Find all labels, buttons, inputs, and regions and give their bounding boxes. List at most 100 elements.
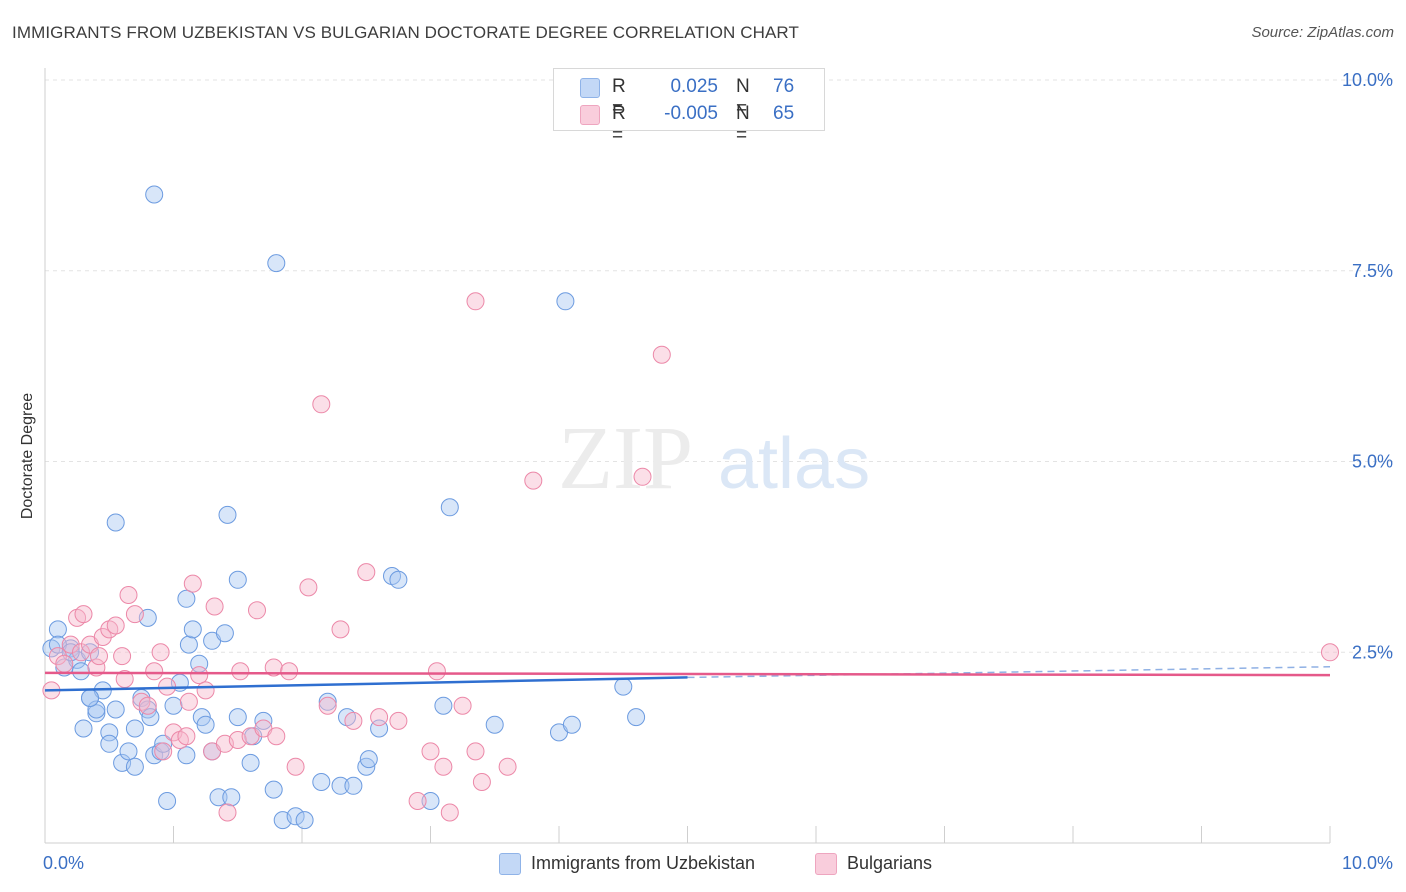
point-uzbekistan — [440, 498, 459, 517]
point-bulgarians — [652, 345, 671, 364]
point-uzbekistan — [286, 807, 305, 826]
point-bulgarians — [286, 757, 305, 776]
legend-n-value: 76 — [773, 76, 795, 97]
point-bulgarians — [48, 647, 67, 666]
point-bulgarians — [331, 620, 350, 639]
point-uzbekistan — [119, 742, 138, 761]
point-bulgarians — [280, 662, 299, 681]
point-bulgarians — [177, 727, 196, 746]
correlation-legend: R = 0.025 N = 76 R = -0.005 N = 65 — [553, 68, 825, 146]
x-tick-label: 10.0% — [1342, 853, 1393, 873]
point-bulgarians — [498, 757, 517, 776]
point-uzbekistan — [228, 708, 247, 727]
point-uzbekistan — [177, 746, 196, 765]
point-uzbekistan — [141, 708, 160, 727]
watermark-zip: ZIP — [558, 409, 693, 508]
point-uzbekistan — [125, 757, 144, 776]
point-bulgarians — [440, 803, 459, 822]
point-bulgarians — [248, 601, 266, 620]
point-uzbekistan — [627, 708, 646, 727]
point-uzbekistan — [264, 780, 283, 799]
point-bulgarians — [299, 578, 318, 597]
point-bulgarians — [125, 605, 144, 624]
point-uzbekistan — [357, 757, 376, 776]
legend-r-label: R = — [612, 76, 626, 119]
legend-n-label: N = — [736, 103, 750, 146]
point-bulgarians — [264, 658, 283, 677]
legend-r-label: R = — [612, 103, 626, 146]
point-bulgarians — [106, 616, 125, 635]
point-bulgarians — [231, 662, 250, 681]
legend-n-label: N = — [736, 76, 750, 119]
legend-swatch-pink — [580, 105, 600, 125]
point-bulgarians — [357, 563, 376, 582]
point-bulgarians — [434, 757, 453, 776]
point-bulgarians — [93, 628, 112, 646]
point-uzbekistan — [267, 254, 286, 273]
point-uzbekistan — [100, 734, 119, 753]
chart-title: IMMIGRANTS FROM UZBEKISTAN VS BULGARIAN … — [12, 23, 799, 42]
legend-swatch-pink — [815, 853, 837, 875]
point-bulgarians — [74, 605, 93, 624]
point-bulgarians — [113, 647, 132, 666]
point-uzbekistan — [562, 715, 581, 734]
point-bulgarians — [466, 742, 485, 761]
point-uzbekistan — [158, 792, 177, 810]
point-uzbekistan — [74, 719, 93, 738]
point-uzbekistan — [87, 700, 106, 719]
point-bulgarians — [421, 742, 440, 761]
point-bulgarians — [196, 681, 215, 700]
point-uzbekistan — [254, 711, 273, 730]
point-bulgarians — [154, 742, 173, 761]
point-bulgarians — [466, 292, 485, 311]
point-uzbekistan — [218, 505, 237, 524]
point-uzbekistan — [154, 734, 173, 753]
point-uzbekistan — [389, 570, 408, 589]
legend-label-bulgarians: Bulgarians — [847, 853, 933, 873]
point-uzbekistan — [125, 719, 144, 738]
point-uzbekistan — [344, 776, 363, 795]
y-tick-label: 7.5% — [1352, 261, 1393, 281]
point-bulgarians — [267, 727, 286, 746]
point-uzbekistan — [81, 689, 99, 707]
point-uzbekistan — [106, 513, 125, 532]
point-bulgarians — [138, 696, 157, 715]
point-uzbekistan — [177, 589, 196, 608]
point-uzbekistan — [179, 635, 198, 654]
y-tick-label: 2.5% — [1352, 642, 1393, 662]
point-bulgarians — [72, 643, 90, 662]
point-bulgarians — [318, 696, 337, 715]
point-uzbekistan — [228, 570, 247, 589]
point-uzbekistan — [485, 715, 504, 734]
legend-n-value: 65 — [773, 103, 795, 124]
point-uzbekistan — [164, 696, 183, 715]
point-uzbekistan — [434, 696, 453, 715]
point-bulgarians — [312, 395, 331, 414]
legend-swatch-blue — [499, 853, 521, 875]
point-uzbekistan — [87, 704, 106, 723]
point-uzbekistan — [556, 292, 575, 311]
point-bulgarians — [145, 662, 164, 681]
point-uzbekistan — [318, 692, 337, 711]
point-bulgarians — [151, 643, 170, 662]
point-uzbekistan — [421, 792, 440, 810]
point-bulgarians — [55, 654, 74, 673]
point-bulgarians — [183, 574, 202, 593]
source-label: Source: ZipAtlas.com — [1251, 24, 1394, 41]
trendline-bulgarians — [44, 671, 1331, 677]
point-bulgarians — [344, 711, 363, 730]
point-uzbekistan — [614, 677, 633, 696]
point-uzbekistan — [331, 776, 350, 795]
trendline-uzbekistan — [44, 676, 688, 692]
point-uzbekistan — [183, 620, 202, 639]
point-uzbekistan — [48, 620, 67, 639]
point-bulgarians — [408, 792, 427, 810]
point-uzbekistan — [209, 788, 228, 807]
point-uzbekistan — [215, 624, 234, 643]
point-uzbekistan — [106, 700, 125, 719]
y-tick-label: 10.0% — [1342, 70, 1393, 90]
point-bulgarians — [61, 635, 80, 654]
point-bulgarians — [90, 647, 108, 666]
point-uzbekistan — [222, 788, 241, 807]
